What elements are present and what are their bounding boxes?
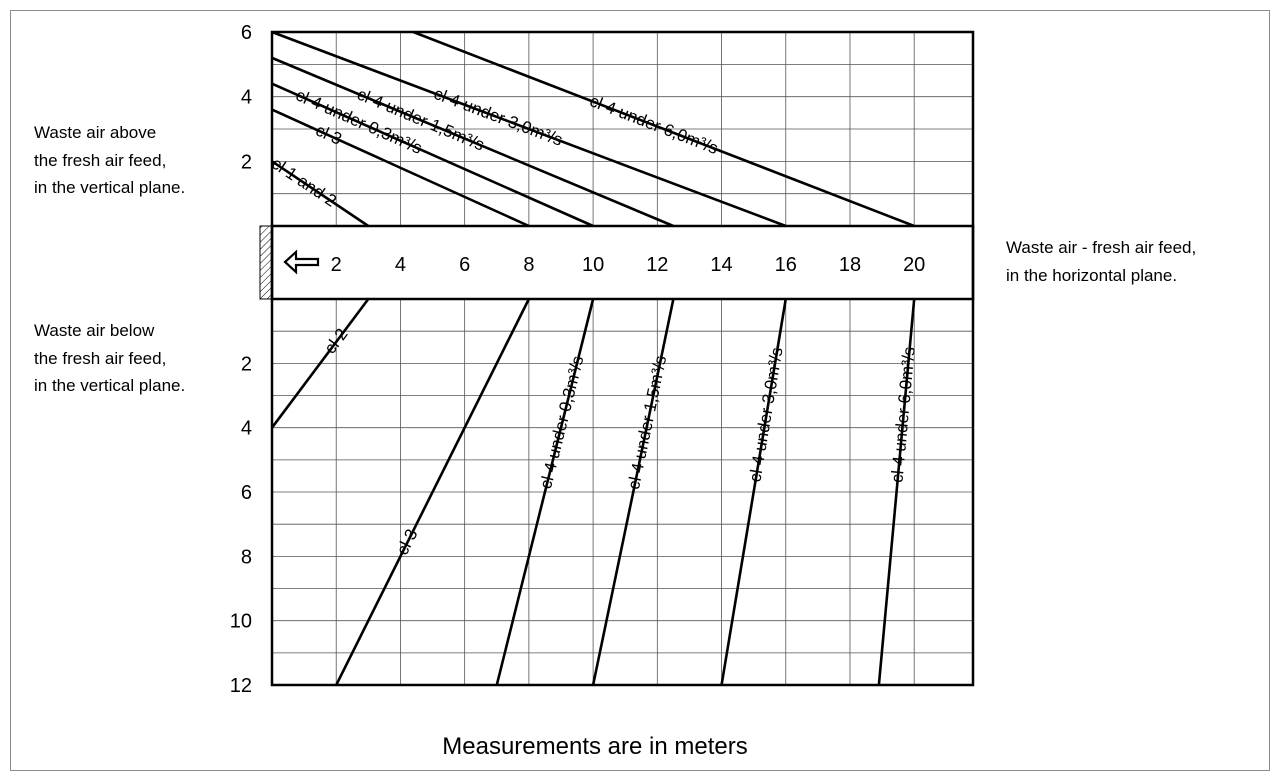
upper-tick-label: 2 [241,151,252,173]
series-line [271,30,787,228]
series-line [495,298,595,686]
horizontal-tick-labels: 2 4 6 8 10 12 14 16 18 20 [331,254,926,276]
region-label-below: Waste air below the fresh air feed, in t… [34,321,185,395]
series-label: cl 3 [393,526,422,558]
horizontal-tick-label: 6 [459,254,470,276]
region-label-above: Waste air above the fresh air feed, in t… [34,123,185,197]
series-line [271,82,594,228]
series-label: cl 1 and 2 [268,154,340,211]
series-line [412,30,915,228]
horizontal-tick-label: 20 [903,254,925,276]
diagram-frame [10,10,1270,771]
horizontal-tick-label: 16 [775,254,797,276]
series-line [720,298,788,686]
horizontal-tick-label: 14 [710,254,732,276]
series-label: cl 4 under 0,3m³/s [536,354,587,491]
series-line [591,298,675,686]
series-label: cl 2 [321,325,352,358]
series-line [877,298,916,686]
horizontal-tick-label: 10 [582,254,604,276]
series-line [271,108,530,228]
series-line [270,298,370,429]
horizontal-tick-label: 18 [839,254,861,276]
region-label-horizontal: Waste air - fresh air feed, in the horiz… [1006,238,1201,285]
lower-tick-label: 2 [241,353,252,375]
lower-tick-labels: 2 4 6 8 10 12 [230,353,252,697]
lower-tick-label: 12 [230,675,252,697]
upper-tick-labels: 6 4 2 [241,22,252,173]
direction-arrow-icon [283,249,320,275]
lower-tick-label: 8 [241,546,252,568]
series-label: cl 4 under 3,0m³/s [745,346,786,483]
upper-tick-label: 4 [241,87,252,109]
series-line [271,160,370,228]
horizontal-tick-label: 12 [646,254,668,276]
wall-hatch [259,225,273,300]
lower-tick-label: 6 [241,482,252,504]
horizontal-tick-label: 4 [395,254,406,276]
lower-tick-label: 4 [241,418,252,440]
lower-grid [272,299,973,685]
lower-tick-label: 10 [230,611,252,633]
horizontal-band [270,224,975,301]
series-label: cl 4 under 6,0m³/s [587,91,721,158]
footer-note: Measurements are in meters [442,733,747,760]
series-line [335,298,531,686]
horizontal-tick-label: 2 [331,254,342,276]
series-label: cl 3 [313,121,345,149]
series-line [271,56,674,228]
series-label: cl 4 under 1,5m³/s [624,354,670,491]
plot-border [270,30,975,687]
upper-tick-label: 6 [241,22,252,44]
horizontal-tick-label: 8 [523,254,534,276]
